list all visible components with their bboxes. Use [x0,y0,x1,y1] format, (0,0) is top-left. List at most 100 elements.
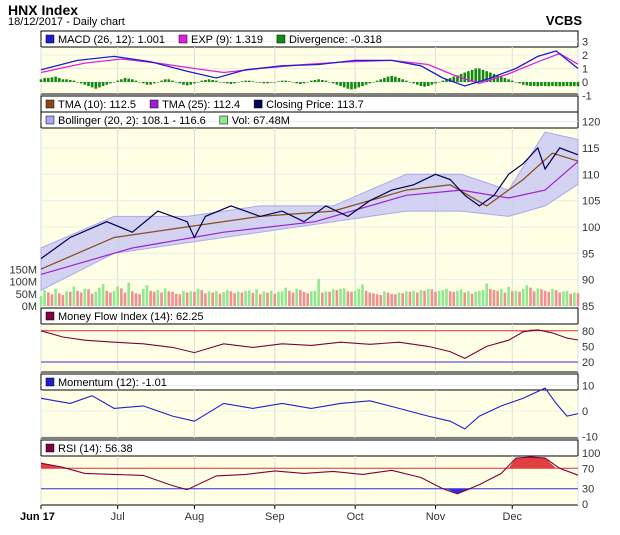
volume-bar [547,291,551,306]
divergence-bar [65,79,68,82]
divergence-bar [470,69,474,82]
price-legend-row1-swatch-0 [45,99,55,109]
volume-y-tick-0: 150M [9,264,37,276]
macd-y-tick-1: 2 [582,50,588,62]
volume-bar [141,288,145,306]
momentum-legend-label-0: Momentum (12): -1.01 [58,377,167,389]
volume-bar [492,290,496,306]
divergence-bar [554,82,558,87]
price-y-tick-4: 100 [582,222,600,234]
divergence-bar [94,82,98,89]
macd-legend-label-1: EXP (9): 1.319 [191,34,263,46]
volume-bar [320,292,324,306]
divergence-bar [98,82,101,88]
divergence-bar [496,75,499,82]
volume-bar [459,289,463,306]
divergence-bar [196,82,200,83]
volume-bar [65,291,68,306]
volume-bar [463,292,467,306]
volume-bar [503,292,507,306]
volume-bar [532,291,536,306]
volume-bar [569,293,572,306]
volume-bar [375,294,379,306]
volume-bar [525,285,529,306]
volume-bar [423,290,426,306]
volume-bar [350,291,353,306]
volume-bar [291,292,295,306]
volume-bar [101,283,105,306]
volume-bar [149,290,152,306]
volume-bar [236,291,240,306]
divergence-bar [79,82,83,84]
volume-y-tick-2: 50M [16,289,37,301]
volume-bar [310,291,313,306]
price-legend-row2-swatch-1 [219,115,229,125]
divergence-bar [481,69,485,82]
volume-bar [313,290,317,306]
divergence-bar [551,82,554,87]
divergence-bar [266,82,269,84]
rsi-y-tick-1: 70 [582,463,594,475]
volume-bar [306,293,309,306]
divergence-bar [383,77,386,82]
divergence-bar [412,82,415,84]
volume-bar [518,291,521,306]
divergence-bar [419,82,423,87]
volume-bar [57,293,61,306]
divergence-bar [408,82,412,83]
macd-y-tick-4: -1 [582,91,592,103]
divergence-bar [156,82,160,83]
volume-bar [288,290,291,306]
divergence-bar [448,77,452,82]
price-legend-row2-label-1: Vol: 67.48M [232,115,290,127]
divergence-bar [83,82,87,85]
volume-bar [554,290,558,306]
volume-bar [163,288,167,306]
divergence-bar [328,82,331,83]
mfi-y-tick-0: 80 [582,326,594,338]
volume-bar [244,290,247,306]
volume-bar [251,292,255,306]
divergence-bar [576,82,580,87]
divergence-bar [306,82,309,83]
volume-bar [134,293,138,306]
divergence-bar [317,79,320,82]
volume-bar [540,289,543,306]
volume-bar [218,293,222,306]
divergence-bar [138,82,141,83]
divergence-bar [76,82,79,83]
volume-bar [379,294,383,306]
volume-bar [94,291,98,306]
divergence-bar [193,82,196,84]
volume-y-tick-1: 100M [9,277,37,289]
divergence-bar [233,82,236,84]
price-legend-strip-2 [40,111,579,129]
divergence-bar [68,79,72,82]
divergence-bar [171,80,174,82]
volume-bar [397,292,401,306]
volume-bar [138,294,141,306]
divergence-bar [288,81,291,82]
divergence-bar [372,82,375,83]
divergence-bar [222,82,225,83]
divergence-bar [463,72,467,82]
rsi-overbought-fill [508,457,557,469]
volume-bar [211,292,214,306]
divergence-bar [236,82,240,83]
divergence-bar [375,80,379,82]
divergence-bar [339,82,342,87]
momentum-line [40,387,579,430]
divergence-bar [346,82,350,89]
divergence-bar [525,82,529,86]
rsi-legend-label-0: RSI (14): 56.38 [58,443,133,455]
volume-bar [185,292,189,306]
volume-bar [456,290,459,306]
volume-bar [222,292,225,306]
divergence-bar [240,81,244,82]
volume-bar [145,285,149,306]
volume-bar [196,288,200,306]
volume-bar [328,291,331,306]
divergence-bar [397,77,401,82]
x-tick-label-5: Nov [426,511,446,523]
